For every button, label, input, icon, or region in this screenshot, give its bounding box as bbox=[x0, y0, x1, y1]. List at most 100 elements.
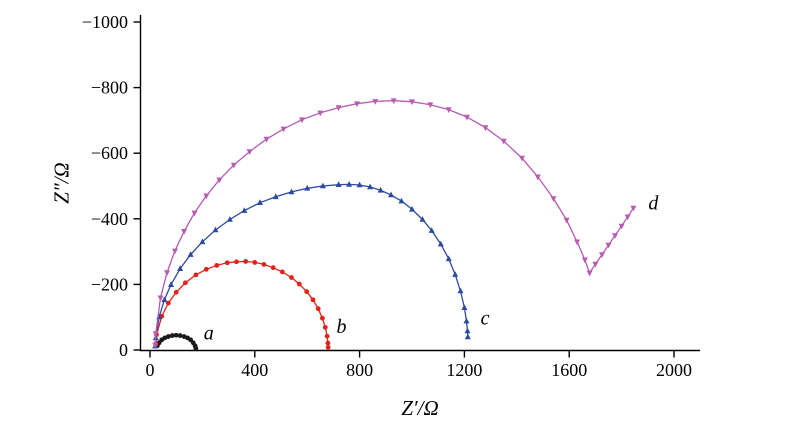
series-c-marker bbox=[437, 240, 444, 247]
series-b-marker bbox=[243, 259, 249, 264]
y-tick-label: 0 bbox=[119, 340, 128, 360]
series-d-marker bbox=[534, 174, 541, 181]
series-d-marker bbox=[618, 223, 625, 230]
series-c-marker bbox=[457, 287, 464, 294]
series-c-marker bbox=[168, 281, 174, 287]
series-d-marker bbox=[574, 239, 581, 246]
series-c-marker bbox=[398, 197, 405, 204]
series-c-marker bbox=[241, 207, 248, 213]
x-tick-label: 400 bbox=[241, 360, 268, 380]
series-b-marker bbox=[304, 289, 310, 295]
y-axis-label: Z″/Ω bbox=[49, 162, 74, 204]
y-tick-label: −800 bbox=[91, 78, 128, 98]
series-d-marker bbox=[581, 257, 588, 264]
series-b-marker bbox=[315, 306, 321, 312]
series-d-marker bbox=[317, 110, 324, 117]
series-c-marker bbox=[161, 296, 168, 303]
series-label-a: a bbox=[204, 323, 214, 345]
series-a-marker bbox=[169, 333, 175, 338]
series-d-marker bbox=[464, 114, 470, 121]
series-d-marker bbox=[519, 155, 525, 162]
series-d-marker bbox=[152, 331, 159, 337]
series-c-marker bbox=[377, 186, 384, 193]
series-b-marker bbox=[324, 333, 330, 339]
series-d-marker bbox=[500, 138, 507, 145]
series-label-c: c bbox=[481, 307, 490, 329]
series-b-marker bbox=[234, 259, 239, 265]
series-b-marker bbox=[173, 289, 179, 295]
series-d-marker bbox=[181, 229, 188, 235]
series-c-marker bbox=[335, 181, 342, 187]
series-d-marker bbox=[409, 99, 415, 106]
y-tick-label: −200 bbox=[91, 274, 128, 294]
x-axis-label: Z′/Ω bbox=[401, 396, 439, 420]
series-a-marker bbox=[165, 334, 171, 339]
series-c-marker bbox=[464, 333, 471, 340]
series-b-marker bbox=[182, 280, 188, 286]
series-d-marker bbox=[335, 105, 342, 111]
series-d-marker bbox=[592, 261, 599, 268]
series-c-marker bbox=[319, 182, 326, 189]
series-b-marker bbox=[270, 265, 276, 271]
series-b-marker bbox=[203, 266, 209, 272]
series-c-marker bbox=[356, 181, 363, 188]
series-label-b: b bbox=[337, 316, 347, 338]
series-c-line bbox=[154, 183, 469, 347]
x-tick-label: 800 bbox=[346, 360, 373, 380]
series-b-marker bbox=[279, 269, 285, 275]
y-tick-label: −600 bbox=[91, 143, 128, 163]
series-d-marker bbox=[390, 98, 397, 105]
series-b-marker bbox=[322, 324, 328, 330]
series-c-marker bbox=[419, 216, 426, 222]
series-d-marker bbox=[157, 295, 164, 302]
series-b-marker bbox=[296, 281, 302, 287]
series-a-marker bbox=[173, 332, 179, 338]
x-tick-label: 0 bbox=[146, 360, 155, 380]
series-b-marker bbox=[325, 340, 331, 346]
series-b-marker bbox=[289, 275, 294, 280]
series-c-marker bbox=[388, 191, 394, 198]
series-c-marker bbox=[445, 255, 452, 262]
y-tick-label: −1000 bbox=[82, 12, 128, 32]
series-b-marker bbox=[252, 260, 258, 265]
series-d-line bbox=[154, 100, 634, 346]
series-b-marker bbox=[224, 260, 230, 266]
series-d-marker bbox=[203, 193, 210, 200]
series-d-marker bbox=[216, 177, 223, 184]
series-d-marker bbox=[427, 102, 434, 109]
series-b-marker bbox=[193, 272, 199, 278]
series-b-marker bbox=[325, 344, 331, 350]
x-tick-label: 1200 bbox=[446, 360, 482, 380]
series-c-marker bbox=[461, 304, 468, 310]
series-d-marker bbox=[191, 210, 198, 217]
series-b-marker bbox=[261, 261, 267, 267]
series-d-marker bbox=[482, 125, 489, 131]
series-d-marker bbox=[164, 270, 170, 276]
series-c-marker bbox=[428, 227, 435, 233]
series-c-marker bbox=[409, 205, 415, 212]
series-c-marker bbox=[463, 317, 470, 324]
series-c-marker bbox=[464, 327, 471, 334]
series-d-marker bbox=[586, 270, 593, 277]
series-d-marker bbox=[246, 149, 253, 155]
series-d-marker bbox=[263, 136, 270, 143]
series-d-marker bbox=[230, 162, 237, 169]
series-d-marker bbox=[624, 214, 631, 221]
x-tick-label: 1600 bbox=[551, 360, 587, 380]
series-d-marker bbox=[445, 107, 452, 113]
series-c-marker bbox=[288, 188, 295, 195]
series-c-marker bbox=[367, 183, 374, 190]
series-c-marker bbox=[226, 216, 233, 222]
series-d-marker bbox=[299, 117, 305, 124]
series-d-marker bbox=[171, 248, 178, 255]
series-d-marker bbox=[612, 233, 618, 239]
series-b-marker bbox=[310, 297, 316, 303]
series-c-marker bbox=[304, 184, 311, 191]
series-c-marker bbox=[272, 193, 279, 200]
series-c-marker bbox=[177, 265, 184, 271]
series-c-marker bbox=[257, 199, 263, 205]
y-tick-label: −400 bbox=[91, 209, 128, 229]
series-d-marker bbox=[630, 205, 637, 212]
